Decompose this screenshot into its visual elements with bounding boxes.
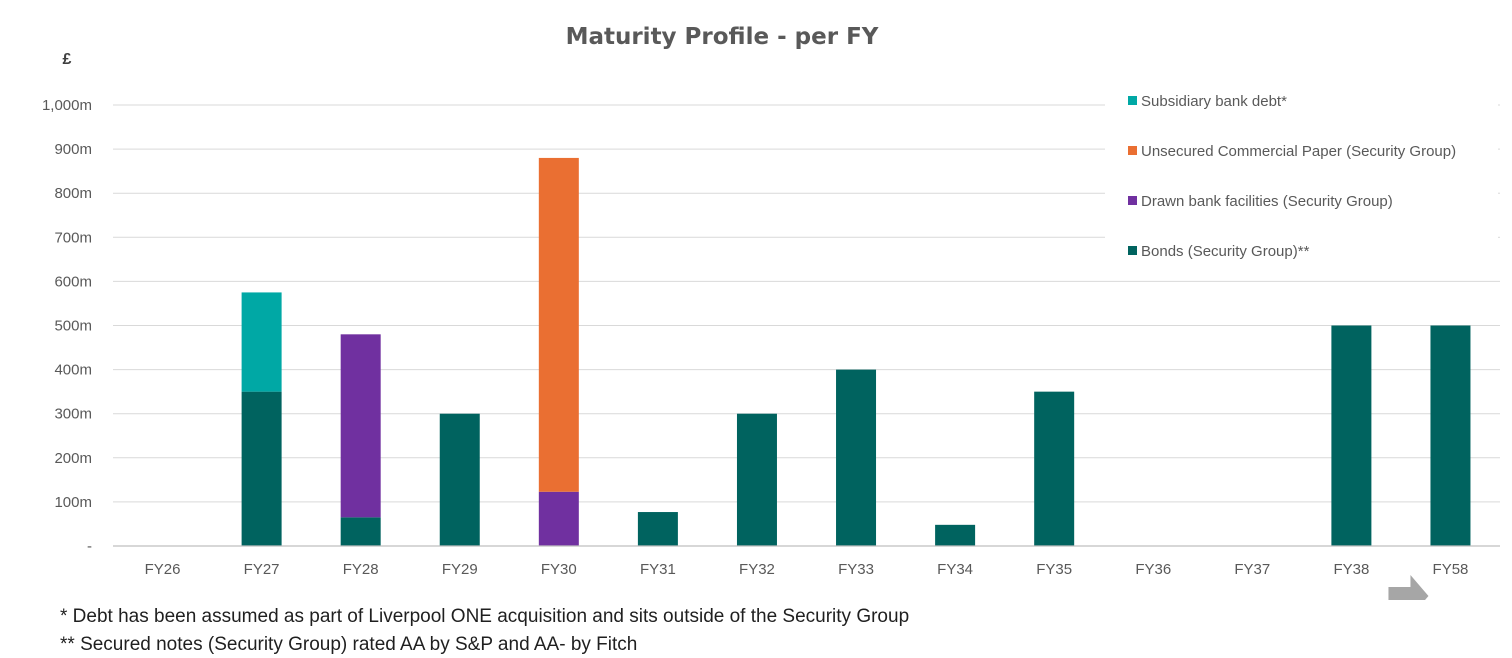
y-axis-unit-label: £ [63,51,72,68]
x-tick-label-fy36: FY36 [1135,561,1171,578]
bar-fy31-bonds-security-group [637,512,678,546]
y-tick-label-6: 600m [54,273,92,290]
bar-fy30-unsecured-commercial-paper-security-group [538,157,579,492]
legend-label-bonds-security-group: Bonds (Security Group)** [1141,243,1310,260]
x-tick-label-fy34: FY34 [937,561,973,578]
x-tick-label-fy30: FY30 [541,561,577,578]
gridlines [113,104,1500,503]
x-tick-label-fy28: FY28 [343,561,379,578]
bar-fy30-drawn-bank-facilities-security-group [538,491,579,546]
bars [241,157,1471,546]
bar-fy27-subsidiary-bank-debt [241,292,282,392]
x-tick-label-fy33: FY33 [838,561,874,578]
footnote-subsidiary-debt: * Debt has been assumed as part of Liver… [60,606,910,627]
footnote-secured-notes: ** Secured notes (Security Group) rated … [60,634,638,655]
bar-fy28-bonds-security-group [340,517,381,546]
legend-swatch-drawn-bank-facilities-security-group [1128,196,1137,205]
y-tick-label-9: 900m [54,141,92,158]
bar-fy28-drawn-bank-facilities-security-group [340,334,381,518]
legend-label-subsidiary-bank-debt: Subsidiary bank debt* [1141,93,1287,110]
x-tick-label-fy37: FY37 [1234,561,1270,578]
legend: Subsidiary bank debt* Unsecured Commercia… [1128,93,1456,260]
right-arrow-icon [1388,575,1429,600]
legend-label-drawn-bank-facilities-security-group: Drawn bank facilities (Security Group) [1141,193,1393,210]
y-tick-label-7: 700m [54,229,92,246]
bar-fy38-bonds-security-group [1331,325,1372,546]
y-tick-label-1: 100m [54,494,92,511]
bar-fy33-bonds-security-group [836,369,877,546]
legend-swatch-unsecured-commercial-paper-security-group [1128,146,1137,155]
x-tick-label-fy27: FY27 [244,561,280,578]
x-tick-label-fy29: FY29 [442,561,478,578]
y-tick-label-3: 300m [54,406,92,423]
chart-title: Maturity Profile - per FY [566,24,879,50]
y-tick-label-10: 1,000m [42,97,92,114]
legend-swatch-subsidiary-bank-debt [1128,96,1137,105]
x-tick-label-fy35: FY35 [1036,561,1072,578]
x-tick-label-fy26: FY26 [145,561,181,578]
y-tick-label-5: 500m [54,318,92,335]
bar-fy34-bonds-security-group [935,524,976,546]
y-tick-label-8: 800m [54,185,92,202]
x-tick-label-fy31: FY31 [640,561,676,578]
y-tick-label-0: - [87,538,92,555]
bar-fy32-bonds-security-group [736,413,777,546]
maturity-profile-chart: - 100m 200m 300m 400m 500m 600m 700m 800m 900m 1,0… [42,24,1500,600]
bar-fy27-bonds-security-group [241,391,282,546]
legend-swatch-bonds-security-group [1128,246,1137,255]
bar-fy29-bonds-security-group [439,413,480,546]
axes: - 100m 200m 300m 400m 500m 600m 700m 800m 900m 1,0… [42,97,1500,600]
bar-fy35-bonds-security-group [1034,391,1075,546]
y-tick-label-4: 400m [54,362,92,379]
bar-fy58-bonds-security-group [1430,325,1471,546]
y-tick-label-2: 200m [54,450,92,467]
legend-label-unsecured-commercial-paper-security-group: Unsecured Commercial Paper (Security Gro… [1141,143,1456,160]
x-tick-label-fy38: FY38 [1333,561,1369,578]
x-tick-label-fy32: FY32 [739,561,775,578]
x-tick-label-fy58: FY58 [1433,561,1469,578]
